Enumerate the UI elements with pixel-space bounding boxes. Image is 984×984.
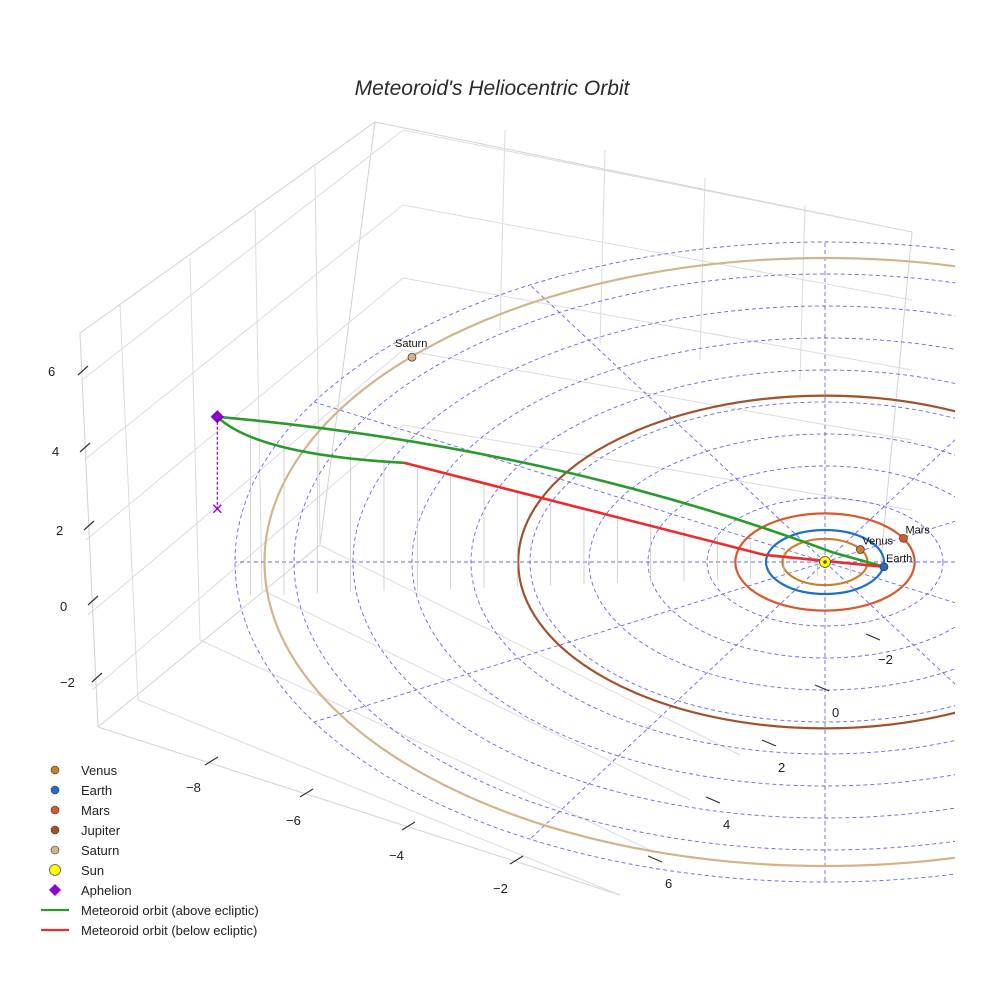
mars-marker — [899, 533, 908, 543]
z-tick-label: −2 — [60, 675, 75, 690]
meteoroid-orbit-below — [403, 461, 885, 569]
legend-label: Sun — [81, 863, 104, 878]
x-tick-label: −4 — [389, 848, 404, 863]
mars-label: Mars — [905, 524, 930, 536]
y-tick-label: −2 — [878, 652, 893, 667]
legend-item: Aphelion — [49, 883, 132, 898]
ecliptic-ring — [706, 497, 944, 627]
legend-label: Meteoroid orbit (below ecliptic) — [81, 923, 257, 938]
legend-swatch — [49, 884, 61, 896]
meteoroid-orbit-above — [216, 415, 405, 465]
legend: Venus Earth Mars Jupiter Saturn Sun Aphelion Me… — [41, 763, 259, 938]
ecliptic-ring — [234, 241, 955, 883]
y-tick-label: 2 — [778, 760, 785, 775]
wall-grid — [81, 129, 913, 896]
planet-markers: Venus Earth Mars Saturn — [395, 338, 930, 572]
legend-label: Aphelion — [81, 883, 132, 898]
y-axis-ticks — [647, 633, 881, 863]
aphelion-marker — [210, 410, 224, 424]
z-tick-label: 4 — [52, 444, 59, 459]
mars-orbit — [734, 512, 916, 612]
saturn-label: Saturn — [395, 338, 427, 350]
z-axis-labels: 6 4 2 0 −2 — [48, 364, 75, 690]
sun-core — [823, 560, 827, 564]
x-tick-label: −2 — [493, 881, 508, 896]
legend-item: Saturn — [50, 843, 119, 858]
ecliptic-spoke — [529, 284, 826, 563]
ecliptic-spoke — [313, 401, 826, 563]
earth-orbit — [764, 528, 886, 596]
z-axis-ticks — [77, 365, 103, 683]
ecliptic-spoke — [529, 561, 826, 840]
jupiter-orbit — [517, 394, 955, 730]
legend-label: Saturn — [81, 843, 119, 858]
legend-label: Meteoroid orbit (above ecliptic) — [81, 903, 259, 918]
x-axis-labels: −8 −6 −4 −2 — [186, 780, 508, 896]
legend-label: Jupiter — [81, 823, 121, 838]
meteoroid-orbit-above — [217, 415, 885, 569]
meteoroid-orbit — [210, 410, 885, 596]
legend-item: Meteoroid orbit (below ecliptic) — [41, 923, 257, 938]
legend-swatch — [50, 825, 60, 835]
legend-item: Meteoroid orbit (above ecliptic) — [41, 903, 259, 918]
z-tick-label: 0 — [60, 599, 67, 614]
legend-swatch — [50, 805, 60, 815]
y-axis-labels: −2 0 2 4 6 — [665, 652, 893, 891]
legend-swatch — [50, 785, 60, 795]
legend-swatch — [50, 765, 60, 775]
earth-label: Earth — [886, 553, 912, 565]
legend-item: Jupiter — [50, 823, 121, 838]
earth-marker — [879, 562, 889, 572]
legend-item: Earth — [50, 783, 112, 798]
y-tick-label: 0 — [832, 705, 839, 720]
x-tick-label: −6 — [286, 813, 301, 828]
venus-marker — [856, 545, 865, 554]
y-tick-label: 6 — [665, 876, 672, 891]
box-left-bottom-edge — [97, 544, 321, 728]
z-tick-label: 6 — [48, 364, 55, 379]
aphelion-projection-marker — [212, 504, 222, 514]
y-tick-label: 4 — [723, 817, 730, 832]
z-tick-label: 2 — [56, 523, 63, 538]
legend-item: Venus — [50, 763, 118, 778]
legend-label: Mars — [81, 803, 110, 818]
box-back-top-edge — [79, 121, 913, 334]
axis-box — [79, 121, 913, 896]
ecliptic-spoke — [824, 439, 955, 563]
ecliptic-spoke — [824, 561, 955, 685]
saturn-marker — [407, 352, 417, 362]
planet-orbits — [263, 256, 955, 868]
ecliptic-ring — [647, 465, 955, 659]
saturn-orbit — [263, 256, 955, 868]
venus-label: Venus — [862, 536, 893, 548]
legend-label: Earth — [81, 783, 112, 798]
legend-item: Sun — [49, 863, 104, 878]
legend-swatch — [50, 845, 60, 855]
x-axis-ticks — [204, 756, 524, 865]
legend-swatch — [49, 864, 61, 876]
legend-label: Venus — [81, 763, 118, 778]
ecliptic-spoke — [313, 561, 826, 723]
x-tick-label: −8 — [186, 780, 201, 795]
box-back-vertical — [319, 121, 376, 546]
box-left-vertical — [79, 332, 99, 728]
box-front-bottom-edge — [97, 726, 621, 896]
legend-item: Mars — [50, 803, 110, 818]
ecliptic-grid — [234, 241, 955, 883]
chart-title: Meteoroid's Heliocentric Orbit — [355, 77, 631, 100]
